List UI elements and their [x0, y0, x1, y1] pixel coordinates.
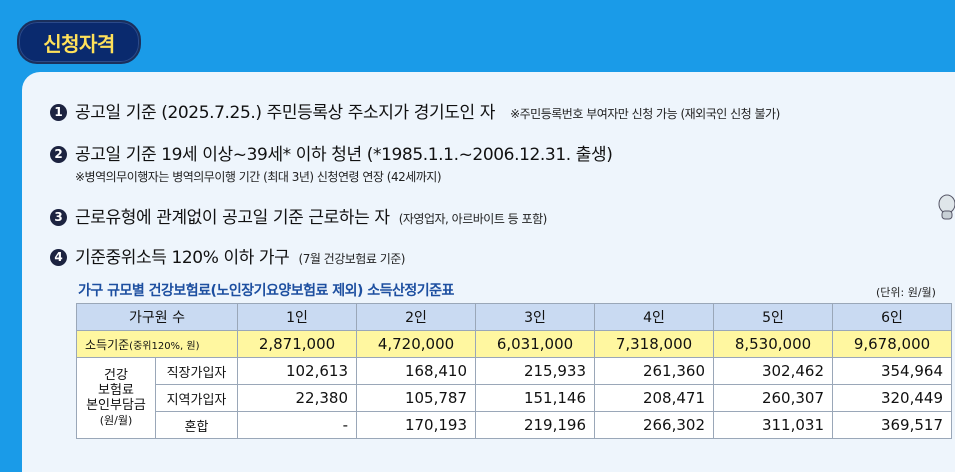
- header-4: 4인: [594, 303, 714, 331]
- table-cell: 266,302: [594, 411, 714, 439]
- mascot-icon: [938, 194, 955, 220]
- criterion-1-note: ※주민등록번호 부여자만 신청 가능 (재외국인 신청 불가): [510, 107, 780, 121]
- table-cell: 354,964: [832, 357, 952, 385]
- income-table: 가구원 수 1인 2인 3인 4인 5인 6인 소득기준(중위120%, 원) …: [76, 303, 952, 439]
- income-6: 9,678,000: [832, 330, 952, 358]
- row-label: 혼합: [155, 411, 238, 439]
- income-5: 8,530,000: [713, 330, 833, 358]
- criterion-2: 2 공고일 기준 19세 이상~39세* 이하 청년 (*1985.1.1.~20…: [50, 140, 613, 165]
- income-4: 7,318,000: [594, 330, 714, 358]
- table-cell: 105,787: [356, 384, 476, 412]
- table-cell: 151,146: [475, 384, 595, 412]
- header-1: 1인: [237, 303, 357, 331]
- header-3: 3인: [475, 303, 595, 331]
- number-1-icon: 1: [50, 104, 67, 121]
- income-label: 소득기준(중위120%, 원): [76, 330, 238, 358]
- number-4-icon: 4: [50, 249, 67, 266]
- criterion-4-text: 기준중위소득 120% 이하 가구: [75, 248, 290, 268]
- table-cell: 215,933: [475, 357, 595, 385]
- criterion-4: 4 기준중위소득 120% 이하 가구 (7월 건강보험료 기준): [50, 243, 405, 268]
- table-unit: (단위: 원/월): [876, 286, 936, 299]
- table-cell: 261,360: [594, 357, 714, 385]
- table-row: 혼합 - 170,193 219,196 266,302 311,031 369…: [77, 411, 952, 439]
- table-cell: 260,307: [713, 384, 833, 412]
- income-2: 4,720,000: [356, 330, 476, 358]
- header-2: 2인: [356, 303, 476, 331]
- criterion-3-note: (자영업자, 아르바이트 등 포함): [398, 212, 548, 226]
- criterion-4-note: (7월 건강보험료 기준): [298, 252, 406, 266]
- income-1: 2,871,000: [237, 330, 357, 358]
- number-3-icon: 3: [50, 209, 67, 226]
- table-cell: 22,380: [237, 384, 357, 412]
- criterion-1-text: 공고일 기준 (2025.7.25.) 주민등록상 주소지가 경기도인 자: [75, 103, 495, 123]
- table-cell: 168,410: [356, 357, 476, 385]
- table-cell: 170,193: [356, 411, 476, 439]
- table-cell: 208,471: [594, 384, 714, 412]
- table-row: 지역가입자 22,380 105,787 151,146 208,471 260…: [77, 384, 952, 412]
- table-cell: 320,449: [832, 384, 952, 412]
- table-cell: 102,613: [237, 357, 357, 385]
- table-cell: 369,517: [832, 411, 952, 439]
- table-cell: 219,196: [475, 411, 595, 439]
- income-row: 소득기준(중위120%, 원) 2,871,000 4,720,000 6,03…: [76, 330, 952, 358]
- number-2-icon: 2: [50, 146, 67, 163]
- table-cell: -: [237, 411, 357, 439]
- criterion-2-note: ※병역의무이행자는 병역의무이행 기간 (최대 3년) 신청연령 연장 (42세…: [75, 170, 442, 184]
- criterion-2-text: 공고일 기준 19세 이상~39세* 이하 청년 (*1985.1.1.~200…: [75, 145, 613, 165]
- row-label: 직장가입자: [155, 357, 238, 385]
- table-cell: 302,462: [713, 357, 833, 385]
- criterion-1: 1 공고일 기준 (2025.7.25.) 주민등록상 주소지가 경기도인 자 ※…: [50, 98, 780, 123]
- table-cell: 311,031: [713, 411, 833, 439]
- income-3: 6,031,000: [475, 330, 595, 358]
- row-label: 지역가입자: [155, 384, 238, 412]
- header-5: 5인: [713, 303, 833, 331]
- table-row: 건강 보험료 본인부담금 (원/월) 직장가입자 102,613 168,410 21…: [76, 357, 952, 439]
- table-title: 가구 규모별 건강보험료(노인장기요양보험료 제외) 소득산정기준표: [78, 283, 454, 299]
- criterion-3-text: 근로유형에 관계없이 공고일 기준 근로하는 자: [75, 208, 390, 228]
- table-header-row: 가구원 수 1인 2인 3인 4인 5인 6인: [76, 303, 952, 331]
- header-household: 가구원 수: [76, 303, 238, 331]
- header-6: 6인: [832, 303, 952, 331]
- premium-group-label: 건강 보험료 본인부담금 (원/월): [76, 357, 156, 439]
- section-badge: 신청자격: [17, 20, 141, 64]
- criterion-3: 3 근로유형에 관계없이 공고일 기준 근로하는 자 (자영업자, 아르바이트 등…: [50, 203, 547, 228]
